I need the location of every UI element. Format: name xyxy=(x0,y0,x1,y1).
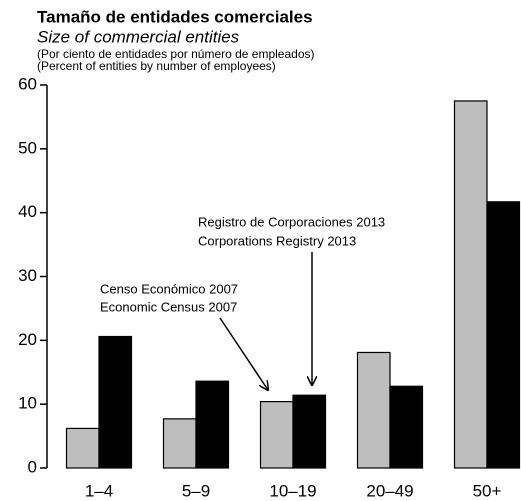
y-tick-label: 0 xyxy=(28,457,37,476)
annotation: Corporations Registry 2013 xyxy=(198,233,356,248)
bar xyxy=(98,335,133,469)
bar xyxy=(65,427,100,469)
y-tick-label: 60 xyxy=(18,74,37,93)
annotation-arrow xyxy=(219,317,268,390)
bar xyxy=(389,385,424,469)
y-tick-label: 50 xyxy=(18,138,37,157)
bar xyxy=(453,100,488,469)
x-tick-label: 20–49 xyxy=(366,481,413,500)
x-tick-label: 10–19 xyxy=(269,481,316,500)
annotation: Registro de Corporaciones 2013 xyxy=(198,214,385,229)
chart-note: (Percent of entities by number of employ… xyxy=(37,59,276,73)
y-tick-label: 30 xyxy=(18,266,37,285)
x-tick-label: 1–4 xyxy=(85,481,113,500)
bar xyxy=(162,418,197,469)
bar xyxy=(486,201,521,469)
y-tick-label: 20 xyxy=(18,330,37,349)
chart-title: Tamaño de entidades comerciales xyxy=(37,7,313,26)
bar xyxy=(356,351,391,469)
bar xyxy=(195,380,230,469)
bar xyxy=(292,394,327,469)
chart-subtitle: Size of commercial entities xyxy=(37,27,240,46)
y-tick-label: 10 xyxy=(18,394,37,413)
x-tick-label: 5–9 xyxy=(182,481,210,500)
bar xyxy=(259,401,294,469)
x-tick-label: 50+ xyxy=(473,481,502,500)
annotation: Economic Census 2007 xyxy=(100,299,237,314)
annotation: Censo Económico 2007 xyxy=(100,281,238,296)
chart-note: (Por ciento de entidades por número de e… xyxy=(37,47,315,61)
y-tick-label: 40 xyxy=(18,202,37,221)
